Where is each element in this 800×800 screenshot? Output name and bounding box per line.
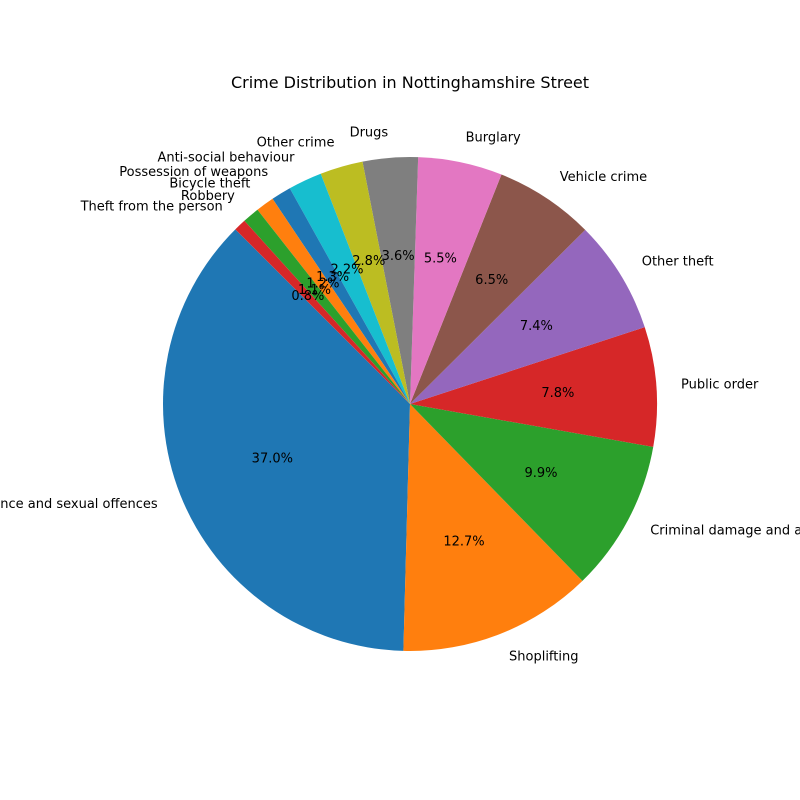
- category-label: Violence and sexual offences: [0, 497, 158, 512]
- percent-label: 6.5%: [475, 273, 508, 288]
- percent-label: 2.8%: [352, 254, 385, 269]
- chart-title: Crime Distribution in Nottinghamshire St…: [231, 73, 589, 92]
- pie-slice: [235, 220, 410, 404]
- category-label: Vehicle crime: [560, 170, 647, 185]
- pie-slices: [162, 156, 657, 651]
- category-label: Theft from the person: [80, 200, 223, 215]
- category-label: Bicycle theft: [169, 177, 250, 192]
- category-label: Other crime: [257, 136, 335, 151]
- percent-label: 3.6%: [382, 249, 415, 264]
- category-labels: Violence and sexual offences Shoplifting C…: [0, 126, 800, 665]
- percent-label: 5.5%: [424, 251, 457, 266]
- pie-slice: [162, 229, 410, 651]
- pie-slice: [410, 157, 502, 404]
- category-label: Other theft: [642, 255, 714, 270]
- pie-slice: [410, 174, 586, 404]
- percent-label: 9.9%: [525, 466, 558, 481]
- percent-label: 2.2%: [330, 262, 363, 277]
- percent-label: 7.4%: [520, 319, 553, 334]
- pie-slice: [410, 327, 657, 447]
- percent-label: 7.8%: [541, 386, 574, 401]
- pie-slice: [320, 161, 410, 404]
- percent-label: 0.8%: [291, 289, 324, 304]
- pie-slice: [403, 404, 583, 651]
- percent-label: 37.0%: [252, 451, 293, 466]
- category-label: Robbery: [181, 189, 235, 204]
- pie-slice: [410, 229, 645, 404]
- category-label: Shoplifting: [509, 650, 578, 665]
- percent-label: 1.2%: [306, 277, 339, 292]
- category-label: Drugs: [350, 126, 389, 141]
- percent-label: 1.1%: [298, 283, 331, 298]
- pie-slice: [410, 404, 654, 581]
- pie-slice: [272, 188, 410, 404]
- category-label: Burglary: [466, 131, 521, 146]
- pie-slice: [289, 173, 410, 404]
- category-label: Public order: [681, 377, 759, 392]
- pie-slice: [257, 198, 410, 404]
- pie-slice: [244, 209, 410, 404]
- category-label: Criminal damage and arson: [650, 523, 800, 538]
- percent-label: 12.7%: [443, 535, 484, 550]
- category-label: Possession of weapons: [119, 165, 268, 180]
- pie-slice: [362, 156, 419, 404]
- category-label: Anti-social behaviour: [157, 151, 295, 166]
- percent-labels: 37.0% 12.7% 9.9% 7.8% 7.4% 6.5% 5.5% 3.6%2.8%2.…: [252, 249, 575, 550]
- percent-label: 1.3%: [316, 270, 349, 285]
